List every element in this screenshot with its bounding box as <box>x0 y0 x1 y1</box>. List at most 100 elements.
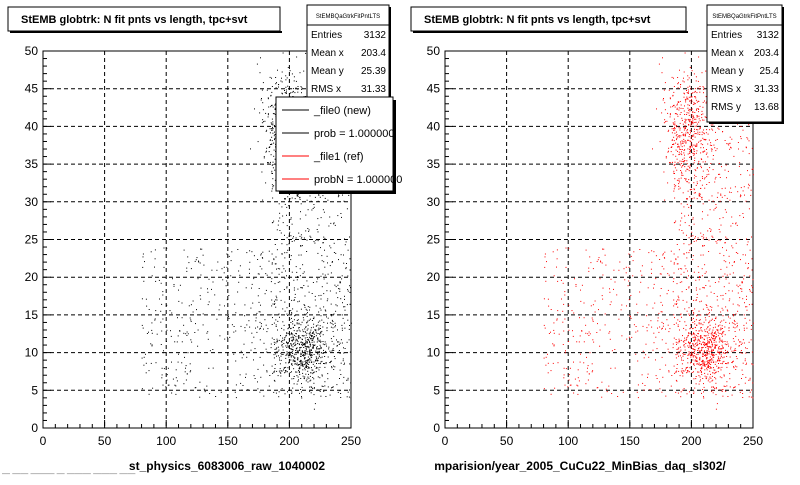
data-point <box>698 194 700 196</box>
data-point <box>682 352 684 354</box>
data-point <box>334 366 336 368</box>
data-point <box>303 70 305 72</box>
data-point <box>697 87 699 89</box>
data-point <box>707 346 709 348</box>
data-point <box>617 396 619 397</box>
data-point <box>715 241 717 243</box>
data-point <box>661 328 663 330</box>
data-point <box>728 290 730 292</box>
data-point <box>676 368 678 369</box>
data-point <box>304 352 306 354</box>
data-point <box>709 167 711 169</box>
data-point <box>312 372 314 373</box>
data-point <box>348 328 350 330</box>
stats-label: Entries <box>711 30 742 41</box>
data-point <box>302 344 304 346</box>
data-point <box>736 224 738 226</box>
data-point <box>709 285 711 287</box>
data-point <box>320 389 322 390</box>
data-point <box>270 291 272 293</box>
data-point <box>680 177 682 179</box>
data-point <box>306 363 308 365</box>
data-point <box>281 345 283 347</box>
data-point <box>637 384 639 386</box>
data-point <box>272 161 274 163</box>
data-point <box>703 178 705 180</box>
data-point <box>317 200 319 202</box>
data-point <box>680 112 682 113</box>
data-point <box>604 313 606 315</box>
data-point <box>702 308 704 310</box>
stats-label: Mean x <box>311 48 344 59</box>
data-point <box>266 147 268 149</box>
data-point <box>683 133 685 135</box>
data-point <box>331 261 333 262</box>
data-point <box>275 319 277 321</box>
data-point <box>304 367 306 369</box>
data-point <box>701 198 703 200</box>
data-point <box>271 314 273 316</box>
data-point <box>695 355 697 357</box>
data-point <box>221 268 223 270</box>
data-point <box>752 287 753 289</box>
data-point <box>706 363 708 365</box>
data-point <box>309 358 311 360</box>
data-point <box>675 391 677 393</box>
data-point <box>709 366 711 367</box>
data-point <box>307 324 309 326</box>
data-point <box>306 353 308 355</box>
data-point <box>304 328 306 330</box>
data-point <box>745 322 747 324</box>
data-point <box>720 354 722 356</box>
data-point <box>663 171 665 173</box>
data-point <box>308 333 310 335</box>
data-point <box>735 350 737 351</box>
data-point <box>710 347 712 349</box>
data-point <box>679 129 681 131</box>
data-point <box>684 265 686 267</box>
scatter-points <box>543 52 754 410</box>
data-point <box>547 298 549 300</box>
data-point <box>274 113 276 115</box>
data-point <box>693 177 695 179</box>
data-point <box>263 157 265 159</box>
data-point <box>305 347 307 349</box>
data-point <box>711 195 713 197</box>
data-point <box>684 141 686 143</box>
data-point <box>722 331 724 333</box>
data-point <box>709 209 711 211</box>
data-point <box>674 222 676 223</box>
data-point <box>583 362 585 364</box>
data-point <box>687 165 689 167</box>
data-point <box>346 379 348 381</box>
data-point <box>702 341 704 343</box>
stats-value: 31.33 <box>754 84 779 95</box>
data-point <box>678 82 679 84</box>
data-point <box>323 293 325 295</box>
data-point <box>333 242 335 244</box>
data-point <box>235 397 237 399</box>
chart-title: StEMB globtrk: N fit pnts vs length, tpc… <box>424 14 651 26</box>
data-point <box>657 320 659 322</box>
data-point <box>689 140 691 142</box>
data-point <box>306 329 308 331</box>
data-point <box>277 346 279 348</box>
y-tick-label: 30 <box>427 195 441 209</box>
data-point <box>562 310 564 312</box>
data-point <box>191 341 193 343</box>
data-point <box>290 218 292 220</box>
data-point <box>747 170 748 172</box>
data-point <box>694 336 696 338</box>
data-point <box>290 259 292 261</box>
data-point <box>699 120 701 122</box>
data-point <box>696 361 698 363</box>
data-point <box>327 373 329 375</box>
data-point <box>608 332 610 334</box>
data-point <box>729 199 731 201</box>
data-point <box>246 324 248 326</box>
data-point <box>602 287 604 289</box>
data-point <box>175 385 177 387</box>
data-point <box>563 374 565 376</box>
data-point <box>285 270 286 272</box>
data-point <box>317 360 318 362</box>
